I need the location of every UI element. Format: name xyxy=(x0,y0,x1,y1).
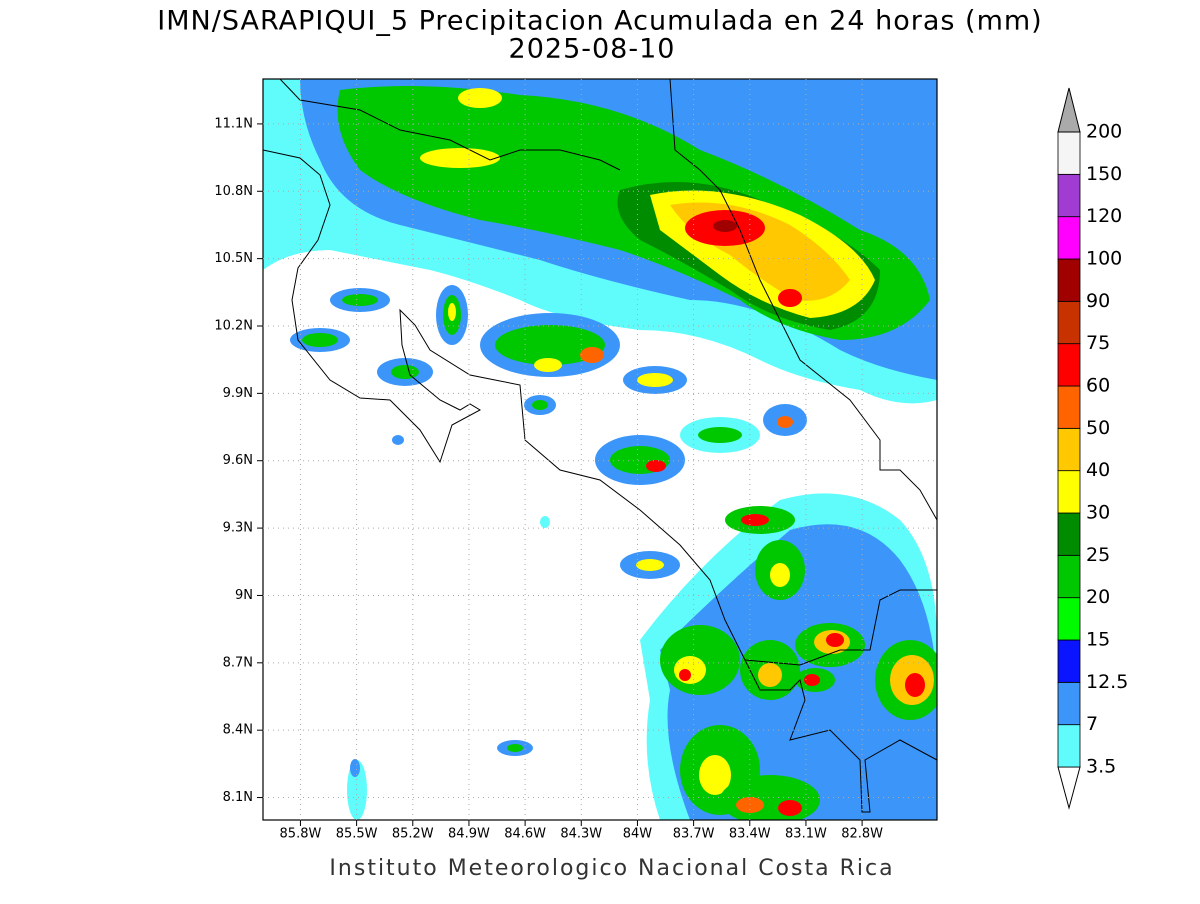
lon-tick-label: 84.9W xyxy=(448,827,490,842)
colorbar-band xyxy=(1057,427,1081,472)
map-title: IMN/SARAPIQUI_5 Precipitacion Acumulada … xyxy=(157,6,1042,37)
lon-tick-label: 84W xyxy=(623,827,653,842)
colorbar-label: 50 xyxy=(1086,417,1110,439)
colorbar-label: 150 xyxy=(1086,163,1122,185)
lon-tick-label: 83.7W xyxy=(673,827,715,842)
lat-tick-label: 8.4N xyxy=(223,723,253,738)
colorbar-label: 40 xyxy=(1086,459,1110,481)
lat-tick-label: 8.7N xyxy=(223,655,253,670)
lat-tick-label: 8.1N xyxy=(223,790,253,805)
lon-tick-label: 85.8W xyxy=(280,827,322,842)
colorbar-band xyxy=(1057,724,1081,768)
lat-tick-label: 9.3N xyxy=(223,521,253,536)
colorbar-label: 60 xyxy=(1086,375,1110,397)
colorbar-band xyxy=(1057,216,1081,260)
colorbar-band xyxy=(1057,300,1081,345)
colorbar-label: 20 xyxy=(1086,586,1110,608)
colorbar-band xyxy=(1057,131,1081,175)
precipitation-field xyxy=(263,79,937,820)
colorbar-band xyxy=(1057,554,1081,599)
map-frame xyxy=(262,78,938,821)
colorbar-label: 100 xyxy=(1086,248,1122,270)
colorbar-label: 75 xyxy=(1086,332,1110,354)
colorbar-band xyxy=(1057,597,1081,641)
lon-tick-label: 85.2W xyxy=(392,827,434,842)
lon-tick-label: 85.5W xyxy=(336,827,378,842)
lat-tick-label: 9.9N xyxy=(223,386,253,401)
colorbar-band xyxy=(1057,639,1081,683)
lat-tick-label: 10.8N xyxy=(214,184,253,199)
map-subtitle: 2025-08-10 xyxy=(509,34,676,65)
colorbar-label: 3.5 xyxy=(1086,756,1116,778)
lon-tick-label: 82.8W xyxy=(841,827,883,842)
colorbar-band xyxy=(1057,343,1081,387)
lat-tick-label: 11.1N xyxy=(214,116,253,131)
colorbar-label: 15 xyxy=(1086,629,1110,651)
colorbar-band xyxy=(1057,470,1081,514)
colorbar-band xyxy=(1057,512,1081,556)
colorbar-over xyxy=(1057,87,1081,133)
colorbar-label: 12.5 xyxy=(1086,671,1128,693)
colorbar-band xyxy=(1057,681,1081,726)
lon-tick-label: 83.4W xyxy=(729,827,771,842)
colorbar-label: 30 xyxy=(1086,502,1110,524)
lon-tick-label: 83.1W xyxy=(785,827,827,842)
colorbar-band xyxy=(1057,385,1081,429)
lat-tick-label: 10.5N xyxy=(214,251,253,266)
colorbar-band xyxy=(1057,258,1081,302)
footer: Instituto Meteorologico Nacional Costa R… xyxy=(329,856,894,881)
colorbar-label: 7 xyxy=(1086,713,1098,735)
lat-tick-label: 9N xyxy=(235,588,253,603)
colorbar-label: 120 xyxy=(1086,205,1122,227)
colorbar-under xyxy=(1057,766,1081,810)
lat-tick-label: 9.6N xyxy=(223,453,253,468)
lon-tick-label: 84.6W xyxy=(504,827,546,842)
colorbar-band xyxy=(1057,173,1081,218)
colorbar-label: 200 xyxy=(1086,121,1122,143)
lon-tick-label: 84.3W xyxy=(560,827,602,842)
colorbar-label: 25 xyxy=(1086,544,1110,566)
colorbar-label: 90 xyxy=(1086,290,1110,312)
lat-tick-label: 10.2N xyxy=(214,319,253,334)
